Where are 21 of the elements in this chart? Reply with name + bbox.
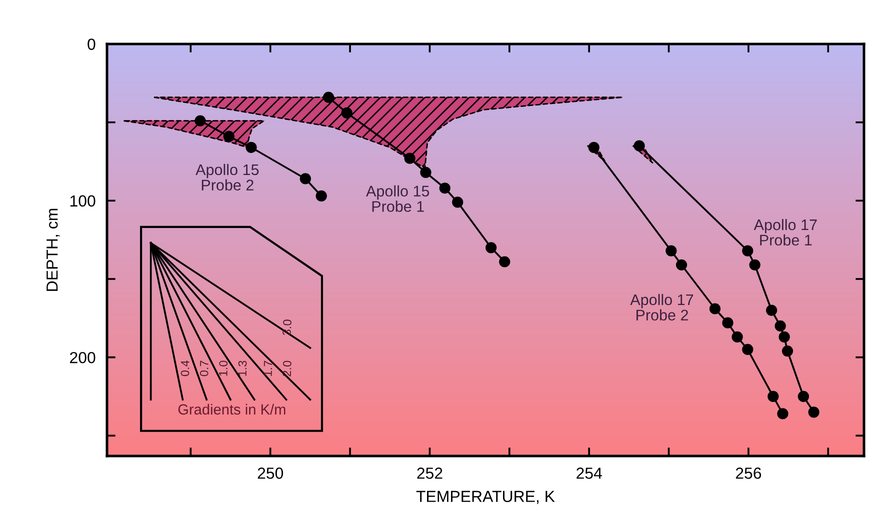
text: 1.0 [218,360,228,376]
y-tick-label: 100 [70,195,96,207]
y-tick-label: 200 [70,352,96,364]
text: 3.0 [282,319,292,336]
text: 0.4 [180,360,190,376]
y-tick-label: 0 [88,38,96,50]
series-label: Apollo 15 Probe 1 [366,185,430,212]
series-label: Apollo 15 Probe 2 [196,164,259,190]
text: 2.0 [282,360,292,376]
x-tick-label: 254 [576,468,602,479]
x-tick-label: 256 [736,468,762,479]
text: 1.3 [238,360,247,376]
series-label: Apollo 17 Probe 2 [630,294,694,321]
text: 1.7 [264,360,272,376]
annotation: Gradients in K/m [178,404,286,415]
x-tick-label: 250 [258,468,284,479]
series-label: Apollo 17 Probe 1 [754,218,817,246]
x-axis-title: TEMPERATURE, K [416,490,555,504]
y-axis-title: DEPTH, cm [46,208,60,291]
text: 0.7 [200,360,208,376]
x-tick-label: 252 [417,468,442,479]
